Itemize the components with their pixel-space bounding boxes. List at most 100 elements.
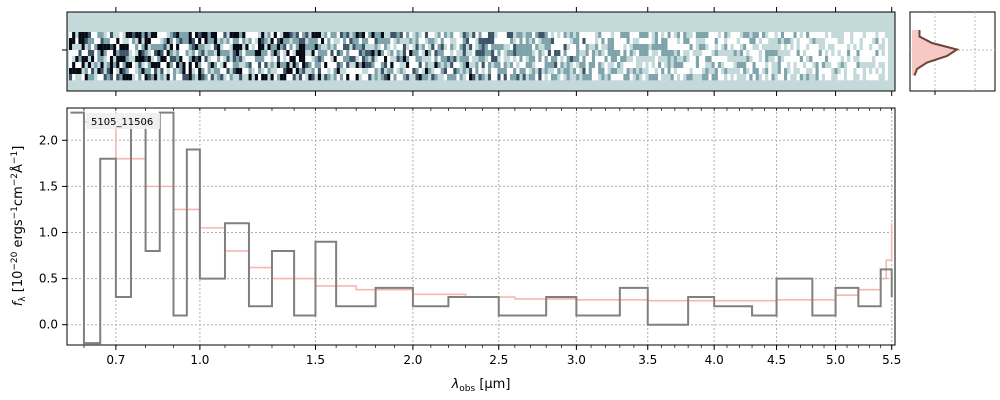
heatmap-cell	[815, 68, 819, 75]
heatmap-cell	[721, 56, 725, 63]
heatmap-cell	[714, 38, 718, 45]
heatmap-cell	[658, 56, 662, 63]
heatmap-cell	[459, 38, 463, 45]
heatmap-cell	[689, 50, 693, 57]
profile-panel	[909, 11, 996, 95]
heatmap-cell	[528, 32, 533, 39]
heatmap-cell	[440, 44, 444, 51]
heatmap-cell	[613, 74, 618, 81]
heatmap-cell	[538, 62, 542, 69]
heatmap-cell	[330, 62, 334, 69]
heatmap-cell	[267, 74, 271, 81]
heatmap-cell	[840, 50, 844, 57]
heatmap-cell	[280, 44, 284, 51]
heatmap-cell	[154, 74, 158, 81]
heatmap-cell	[500, 38, 504, 45]
heatmap-cell	[617, 50, 621, 57]
heatmap-cell	[569, 32, 574, 39]
heatmap-cell	[150, 62, 155, 69]
heatmap-cell	[831, 56, 835, 63]
heatmap-cell	[280, 32, 284, 39]
heatmap-cell	[799, 56, 803, 63]
heatmap-cell	[812, 38, 816, 45]
heatmap-cell	[658, 38, 662, 45]
heatmap-cell	[434, 62, 438, 69]
heatmap-cell	[683, 32, 687, 39]
heatmap-cell	[396, 68, 400, 75]
heatmap-cell	[390, 38, 394, 45]
heatmap-cell	[409, 50, 413, 57]
heatmap-cell	[447, 32, 451, 39]
heatmap-cell	[689, 56, 693, 63]
heatmap-cell	[724, 32, 728, 39]
heatmap-cell	[232, 50, 236, 57]
heatmap-cell	[620, 68, 624, 75]
heatmap-cell	[185, 62, 189, 69]
heatmap-cell	[113, 32, 117, 39]
heatmap-cell	[478, 74, 482, 81]
heatmap-cell	[632, 68, 637, 75]
heatmap-cell	[336, 38, 340, 45]
heatmap-cell	[825, 56, 829, 63]
heatmap-cell	[103, 38, 107, 45]
y-tick-label-2: 1.0	[39, 225, 58, 239]
heatmap-cell	[125, 38, 129, 45]
heatmap-cell	[412, 38, 416, 45]
heatmap-cell	[617, 32, 621, 39]
heatmap-cell	[280, 74, 284, 81]
heatmap-cell	[762, 74, 766, 81]
x-tick-label-10: 5.5	[882, 353, 901, 367]
heatmap-cell	[651, 50, 655, 57]
heatmap-cell	[380, 56, 385, 63]
heatmap-cell	[711, 68, 715, 75]
heatmap-cell	[818, 32, 822, 39]
heatmap-cell	[94, 74, 98, 81]
heatmap-cell	[128, 32, 133, 39]
heatmap-cell	[195, 74, 199, 81]
heatmap-cell	[421, 44, 425, 51]
heatmap-cell	[774, 74, 778, 81]
heatmap-cell	[815, 56, 819, 63]
heatmap-cell	[443, 62, 448, 69]
plot-area-background	[67, 108, 895, 345]
heatmap-cell	[664, 68, 668, 75]
heatmap-cell	[132, 44, 136, 51]
heatmap-cell	[349, 44, 353, 51]
heatmap-cell	[213, 56, 218, 63]
heatmap-cell	[478, 56, 482, 63]
heatmap-cell	[447, 56, 451, 63]
heatmap-cell	[834, 56, 838, 63]
heatmap-cell	[431, 68, 435, 75]
heatmap-cell	[541, 38, 545, 45]
heatmap-cell	[447, 62, 451, 69]
heatmap-cell	[475, 68, 479, 75]
heatmap-cell	[321, 56, 325, 63]
heatmap-cell	[258, 44, 262, 51]
heatmap-cell	[226, 44, 230, 51]
heatmap-cell	[692, 56, 696, 63]
heatmap-cell	[497, 38, 501, 45]
heatmap-cell	[850, 56, 854, 63]
heatmap-cell	[869, 74, 873, 81]
heatmap-cell	[242, 74, 246, 81]
heatmap-cell	[793, 50, 797, 57]
heatmap-cell	[626, 38, 630, 45]
heatmap-cell	[251, 44, 255, 51]
heatmap-cell	[128, 44, 133, 51]
heatmap-cell	[840, 74, 844, 81]
heatmap-cell	[658, 68, 662, 75]
heatmap-cell	[465, 38, 470, 45]
heatmap-cell	[396, 50, 400, 57]
heatmap-cell	[481, 74, 485, 81]
heatmap-cell	[330, 68, 334, 75]
heatmap-cell	[771, 50, 775, 57]
heatmap-cell	[276, 56, 281, 63]
heatmap-cell	[298, 50, 303, 57]
heatmap-cell	[610, 68, 614, 75]
heatmap-cell	[396, 56, 400, 63]
heatmap-cell	[409, 74, 413, 81]
heatmap-cell	[377, 74, 381, 81]
heatmap-cell	[780, 62, 785, 69]
heatmap-cell	[695, 44, 700, 51]
